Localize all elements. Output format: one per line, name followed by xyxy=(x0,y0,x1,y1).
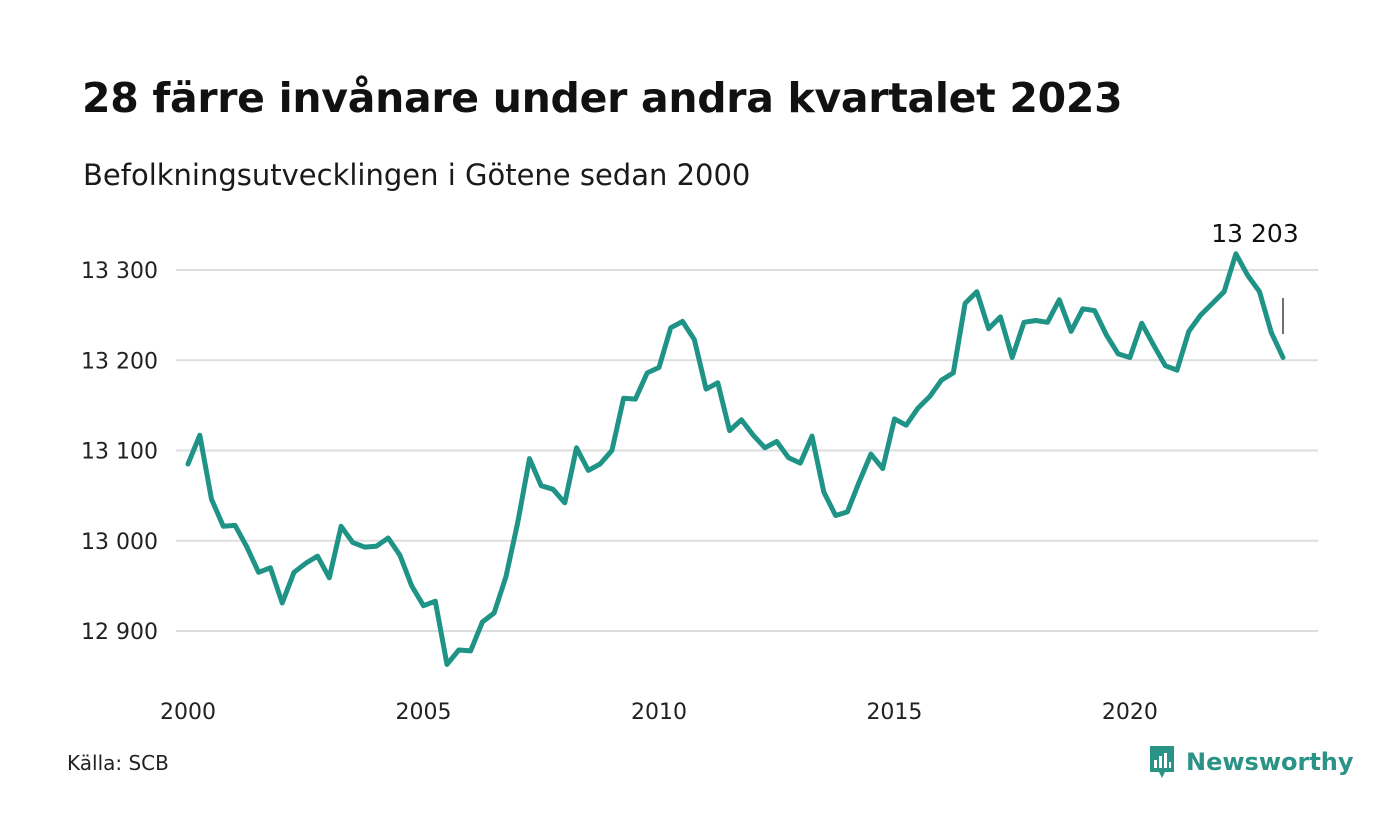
brand-name: Newsworthy xyxy=(1186,748,1354,776)
x-tick-label: 2015 xyxy=(866,700,922,725)
newsworthy-logo-icon xyxy=(1150,746,1174,778)
x-tick-label: 2020 xyxy=(1102,700,1158,725)
chart-title: 28 färre invånare under andra kvartalet … xyxy=(82,74,1123,122)
x-tick-label: 2010 xyxy=(631,700,687,725)
gridlines xyxy=(176,269,1318,632)
chart-subtitle: Befolkningsutvecklingen i Götene sedan 2… xyxy=(83,158,751,192)
y-tick-label: 13 300 xyxy=(81,259,158,284)
brand-logo: Newsworthy xyxy=(1148,744,1354,780)
y-tick-label: 13 100 xyxy=(81,440,158,465)
series-line xyxy=(185,251,1286,667)
x-tick-label: 2005 xyxy=(395,700,451,725)
last-value-callout: 13 203 xyxy=(1211,219,1299,334)
source-note: Källa: SCB xyxy=(67,751,169,775)
x-axis-tick-labels: 2000 2005 2010 2015 2020 xyxy=(160,700,1158,725)
y-tick-label: 13 200 xyxy=(81,349,158,374)
y-tick-label: 13 000 xyxy=(81,530,158,555)
callout-label: 13 203 xyxy=(1211,219,1298,248)
series-population xyxy=(185,251,1286,667)
y-tick-label: 12 900 xyxy=(81,620,158,645)
y-axis-tick-labels: 12 900 13 000 13 100 13 200 13 300 xyxy=(81,259,158,645)
x-tick-label: 2000 xyxy=(160,700,216,725)
